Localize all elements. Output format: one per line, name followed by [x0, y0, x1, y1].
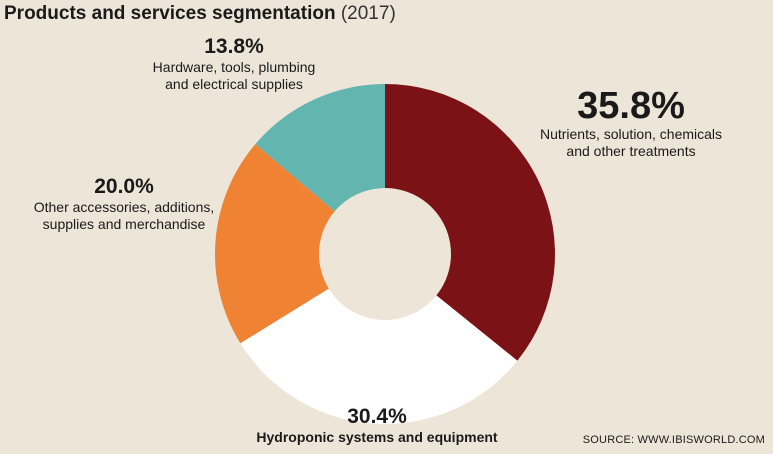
slice-accessories — [214, 144, 335, 344]
label-accessories: 20.0% Other accessories, additions, suppl… — [24, 174, 224, 233]
label-hydroponic-name: Hydroponic systems and equipment — [256, 429, 498, 445]
label-hydroponic-pct: 30.4% — [347, 405, 407, 428]
chart-title: Products and services segmentation (2017… — [4, 2, 396, 26]
label-hydroponic: 30.4% Hydroponic systems and equipment — [232, 404, 522, 446]
label-hardware-name: Hardware, tools, plumbing and electrical … — [152, 59, 316, 92]
chart-title-year: (2017) — [340, 3, 396, 24]
label-hardware: 13.8% Hardware, tools, plumbing and elect… — [134, 34, 334, 93]
slice-hardware — [255, 84, 385, 212]
label-nutrients-pct: 35.8% — [577, 85, 685, 127]
slice-hydroponic — [240, 288, 518, 424]
chart-title-main: Products and services segmentation — [4, 3, 336, 24]
label-accessories-pct: 20.0% — [94, 175, 154, 198]
label-hardware-pct: 13.8% — [204, 35, 264, 58]
label-accessories-name: Other accessories, additions, supplies an… — [33, 199, 215, 232]
source-note: SOURCE: WWW.IBISWORLD.COM — [582, 434, 765, 446]
slice-nutrients — [385, 84, 555, 361]
label-nutrients-name: Nutrients, solution, chemicals and other … — [539, 126, 723, 159]
label-nutrients: 35.8% Nutrients, solution, chemicals and … — [525, 86, 737, 160]
